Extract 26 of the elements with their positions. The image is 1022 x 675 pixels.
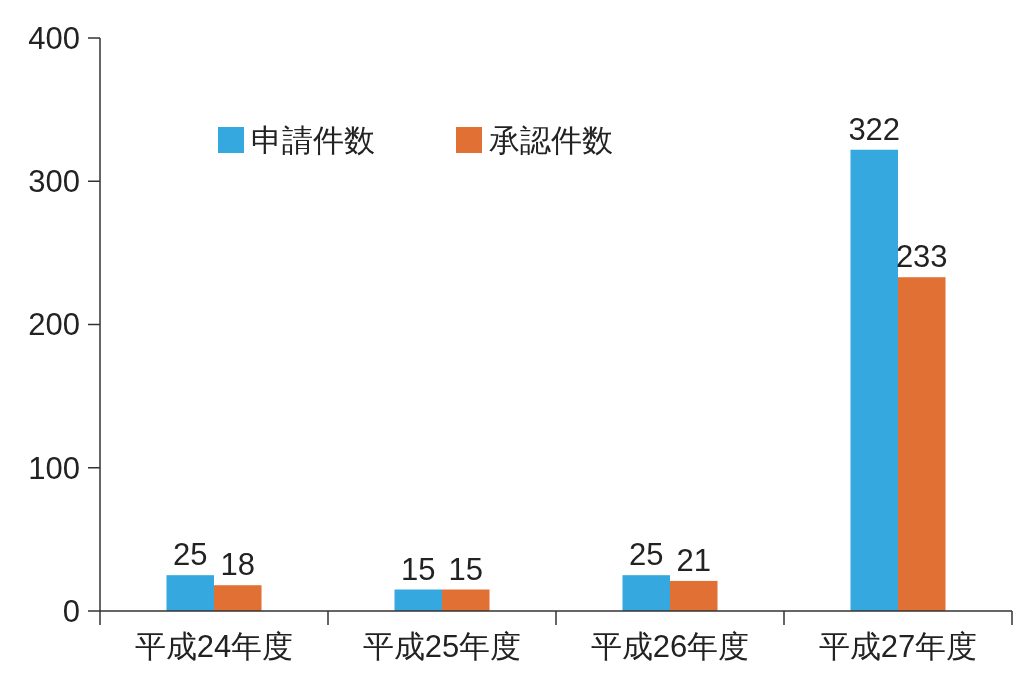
y-tick-label: 100 bbox=[28, 450, 80, 486]
x-tick-label: 平成27年度 bbox=[818, 629, 978, 664]
data-label: 21 bbox=[676, 542, 711, 578]
bar bbox=[442, 589, 490, 611]
data-label: 25 bbox=[629, 537, 664, 573]
x-tick-label: 平成26年度 bbox=[590, 629, 750, 664]
y-tick-label: 300 bbox=[28, 164, 80, 200]
y-tick-label: 0 bbox=[62, 593, 80, 629]
bar bbox=[850, 149, 898, 611]
bar bbox=[622, 575, 670, 611]
y-tick-label: 200 bbox=[28, 307, 80, 343]
x-tick-label: 平成25年度 bbox=[362, 629, 522, 664]
legend-label: 承認件数 bbox=[489, 122, 613, 158]
bar bbox=[394, 589, 442, 611]
y-tick-label: 400 bbox=[28, 20, 80, 56]
data-label: 15 bbox=[401, 551, 436, 587]
bar bbox=[670, 580, 718, 611]
data-label: 18 bbox=[220, 547, 255, 583]
data-label: 25 bbox=[173, 537, 208, 573]
data-label: 15 bbox=[448, 551, 483, 587]
legend-label: 申請件数 bbox=[251, 122, 375, 158]
bar bbox=[898, 277, 946, 611]
data-label: 322 bbox=[848, 111, 901, 147]
x-tick-label: 平成24年度 bbox=[134, 629, 294, 664]
bar bbox=[214, 585, 262, 611]
bar bbox=[166, 575, 214, 611]
